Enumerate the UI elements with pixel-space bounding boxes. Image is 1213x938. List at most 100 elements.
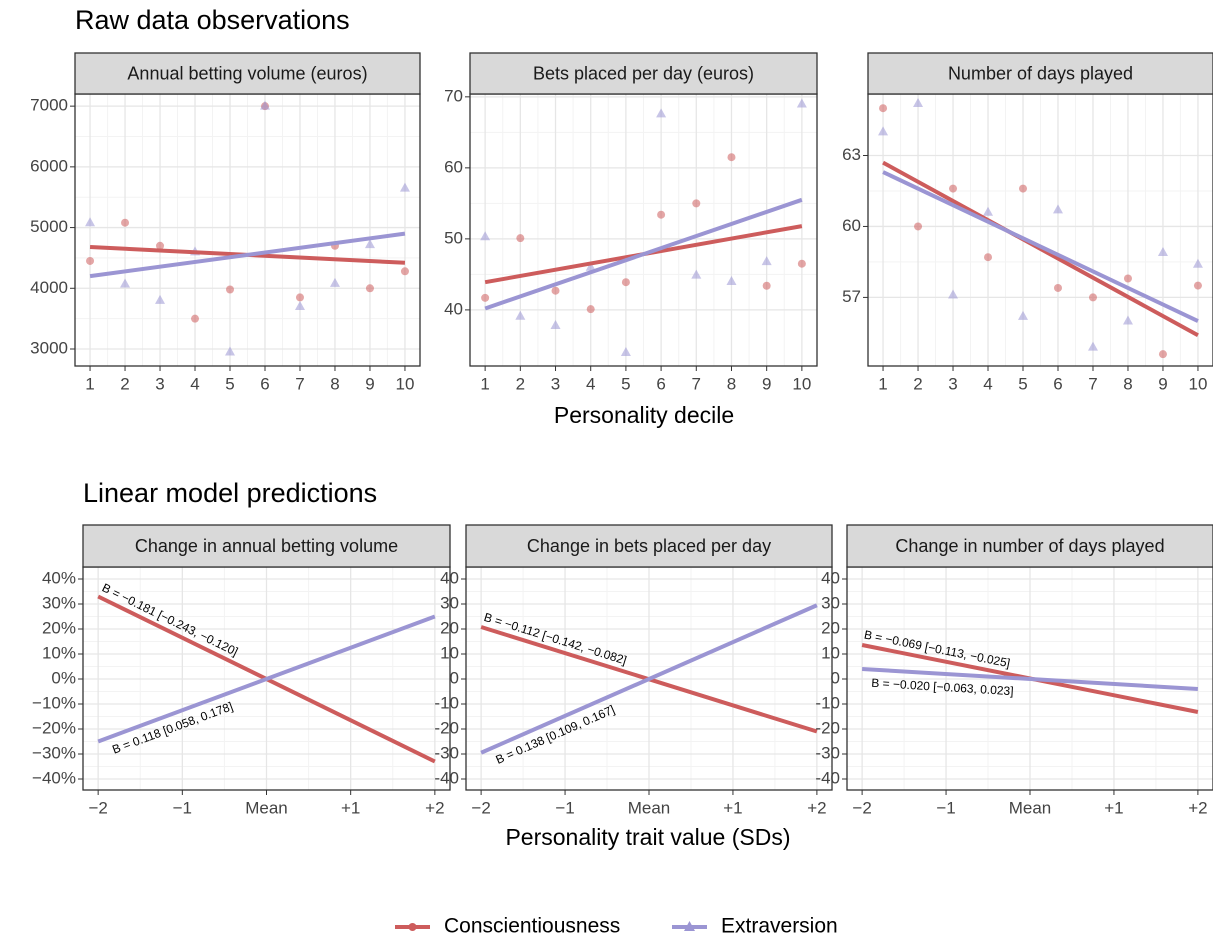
point <box>796 98 807 108</box>
y-tick-label: 63 <box>842 145 861 164</box>
x-tick-label: −2 <box>88 798 107 817</box>
y-tick-label: 30 <box>440 593 459 612</box>
y-tick-label: 40 <box>440 568 459 587</box>
plot-area <box>470 94 817 366</box>
y-tick-label: -10 <box>815 693 840 712</box>
y-tick-label: 7000 <box>30 96 68 115</box>
y-tick-label: 30 <box>821 593 840 612</box>
y-tick-label: 10 <box>440 643 459 662</box>
x-tick-label: 6 <box>260 374 269 393</box>
point <box>259 100 270 110</box>
point <box>121 218 130 227</box>
x-tick-label: Mean <box>628 798 671 817</box>
x-tick-label: +2 <box>425 798 444 817</box>
y-tick-label: 4000 <box>30 278 68 297</box>
line <box>861 667 1199 691</box>
x-tick-label: +1 <box>341 798 360 817</box>
x-tick-label: 7 <box>692 374 701 393</box>
point <box>1158 350 1167 359</box>
point <box>399 182 410 192</box>
x-tick-label: 9 <box>365 374 374 393</box>
point <box>1193 281 1202 290</box>
x-tick-label: 3 <box>551 374 560 393</box>
y-tick-label: -40 <box>434 768 459 787</box>
x-tick-label: 2 <box>913 374 922 393</box>
y-tick-label: 40 <box>821 568 840 587</box>
plot-area <box>75 94 420 366</box>
trend-line <box>484 197 803 311</box>
x-tick-label: 9 <box>762 374 771 393</box>
x-tick-label: 2 <box>120 374 129 393</box>
legend-marker <box>408 923 417 931</box>
y-tick-label: 30% <box>42 593 76 612</box>
point <box>656 108 667 118</box>
strip-title: Change in number of days played <box>895 536 1164 556</box>
y-tick-label: 10% <box>42 643 76 662</box>
point <box>225 346 236 356</box>
strip-title: Change in bets placed per day <box>527 536 771 556</box>
point <box>1157 246 1168 256</box>
x-tick-label: +2 <box>807 798 826 817</box>
point <box>1192 258 1203 268</box>
point <box>1018 310 1029 320</box>
point <box>1123 274 1132 283</box>
point <box>797 259 806 268</box>
point <box>1053 283 1062 292</box>
strip <box>469 52 818 95</box>
strip <box>465 524 833 568</box>
x-tick-label: 1 <box>878 374 887 393</box>
point <box>983 206 994 216</box>
trend-line <box>89 231 406 279</box>
x-tick-label: 1 <box>480 374 489 393</box>
x-tick-label: 10 <box>792 374 811 393</box>
legend-label: Extraversion <box>721 915 838 938</box>
point <box>692 199 701 208</box>
x-axis-label: Personality trait value (SDs) <box>505 824 790 850</box>
y-tick-label: 3000 <box>30 338 68 357</box>
y-tick-label: 6000 <box>30 156 68 175</box>
y-tick-label: 20% <box>42 618 76 637</box>
point <box>295 293 304 302</box>
point <box>1052 204 1063 214</box>
point <box>329 277 340 287</box>
x-tick-label: 7 <box>1088 374 1097 393</box>
strip <box>846 524 1213 568</box>
strip-title: Annual betting volume (euros) <box>127 63 367 83</box>
x-tick-label: 3 <box>948 374 957 393</box>
strip <box>74 52 421 95</box>
x-tick-label: 8 <box>330 374 339 393</box>
point <box>761 256 772 266</box>
point <box>726 275 737 285</box>
point <box>364 239 375 249</box>
point <box>226 285 235 294</box>
point <box>914 222 923 231</box>
x-tick-label: 3 <box>155 374 164 393</box>
y-tick-label: -20 <box>434 718 459 737</box>
point <box>691 269 702 279</box>
point <box>120 278 131 288</box>
point <box>1122 315 1133 325</box>
x-tick-label: 4 <box>190 374 199 393</box>
y-tick-label: 5000 <box>30 217 68 236</box>
x-tick-label: +1 <box>723 798 742 817</box>
y-tick-label: 10 <box>821 643 840 662</box>
point <box>620 347 631 357</box>
x-tick-label: Mean <box>1009 798 1052 817</box>
point <box>400 267 409 276</box>
y-tick-label: 50 <box>444 228 463 247</box>
x-tick-label: −2 <box>852 798 871 817</box>
legend-label: Conscientiousness <box>444 915 620 938</box>
section-title: Linear model predictions <box>83 478 377 508</box>
strip <box>867 52 1213 95</box>
y-tick-label: -30 <box>815 743 840 762</box>
point <box>550 320 561 330</box>
point <box>85 217 96 227</box>
y-tick-label: 70 <box>444 86 463 105</box>
strip-title: Change in annual betting volume <box>135 536 398 556</box>
y-tick-label: 60 <box>842 216 861 235</box>
point <box>86 256 95 265</box>
x-tick-label: 4 <box>983 374 992 393</box>
x-tick-label: 6 <box>1053 374 1062 393</box>
line <box>97 614 436 744</box>
